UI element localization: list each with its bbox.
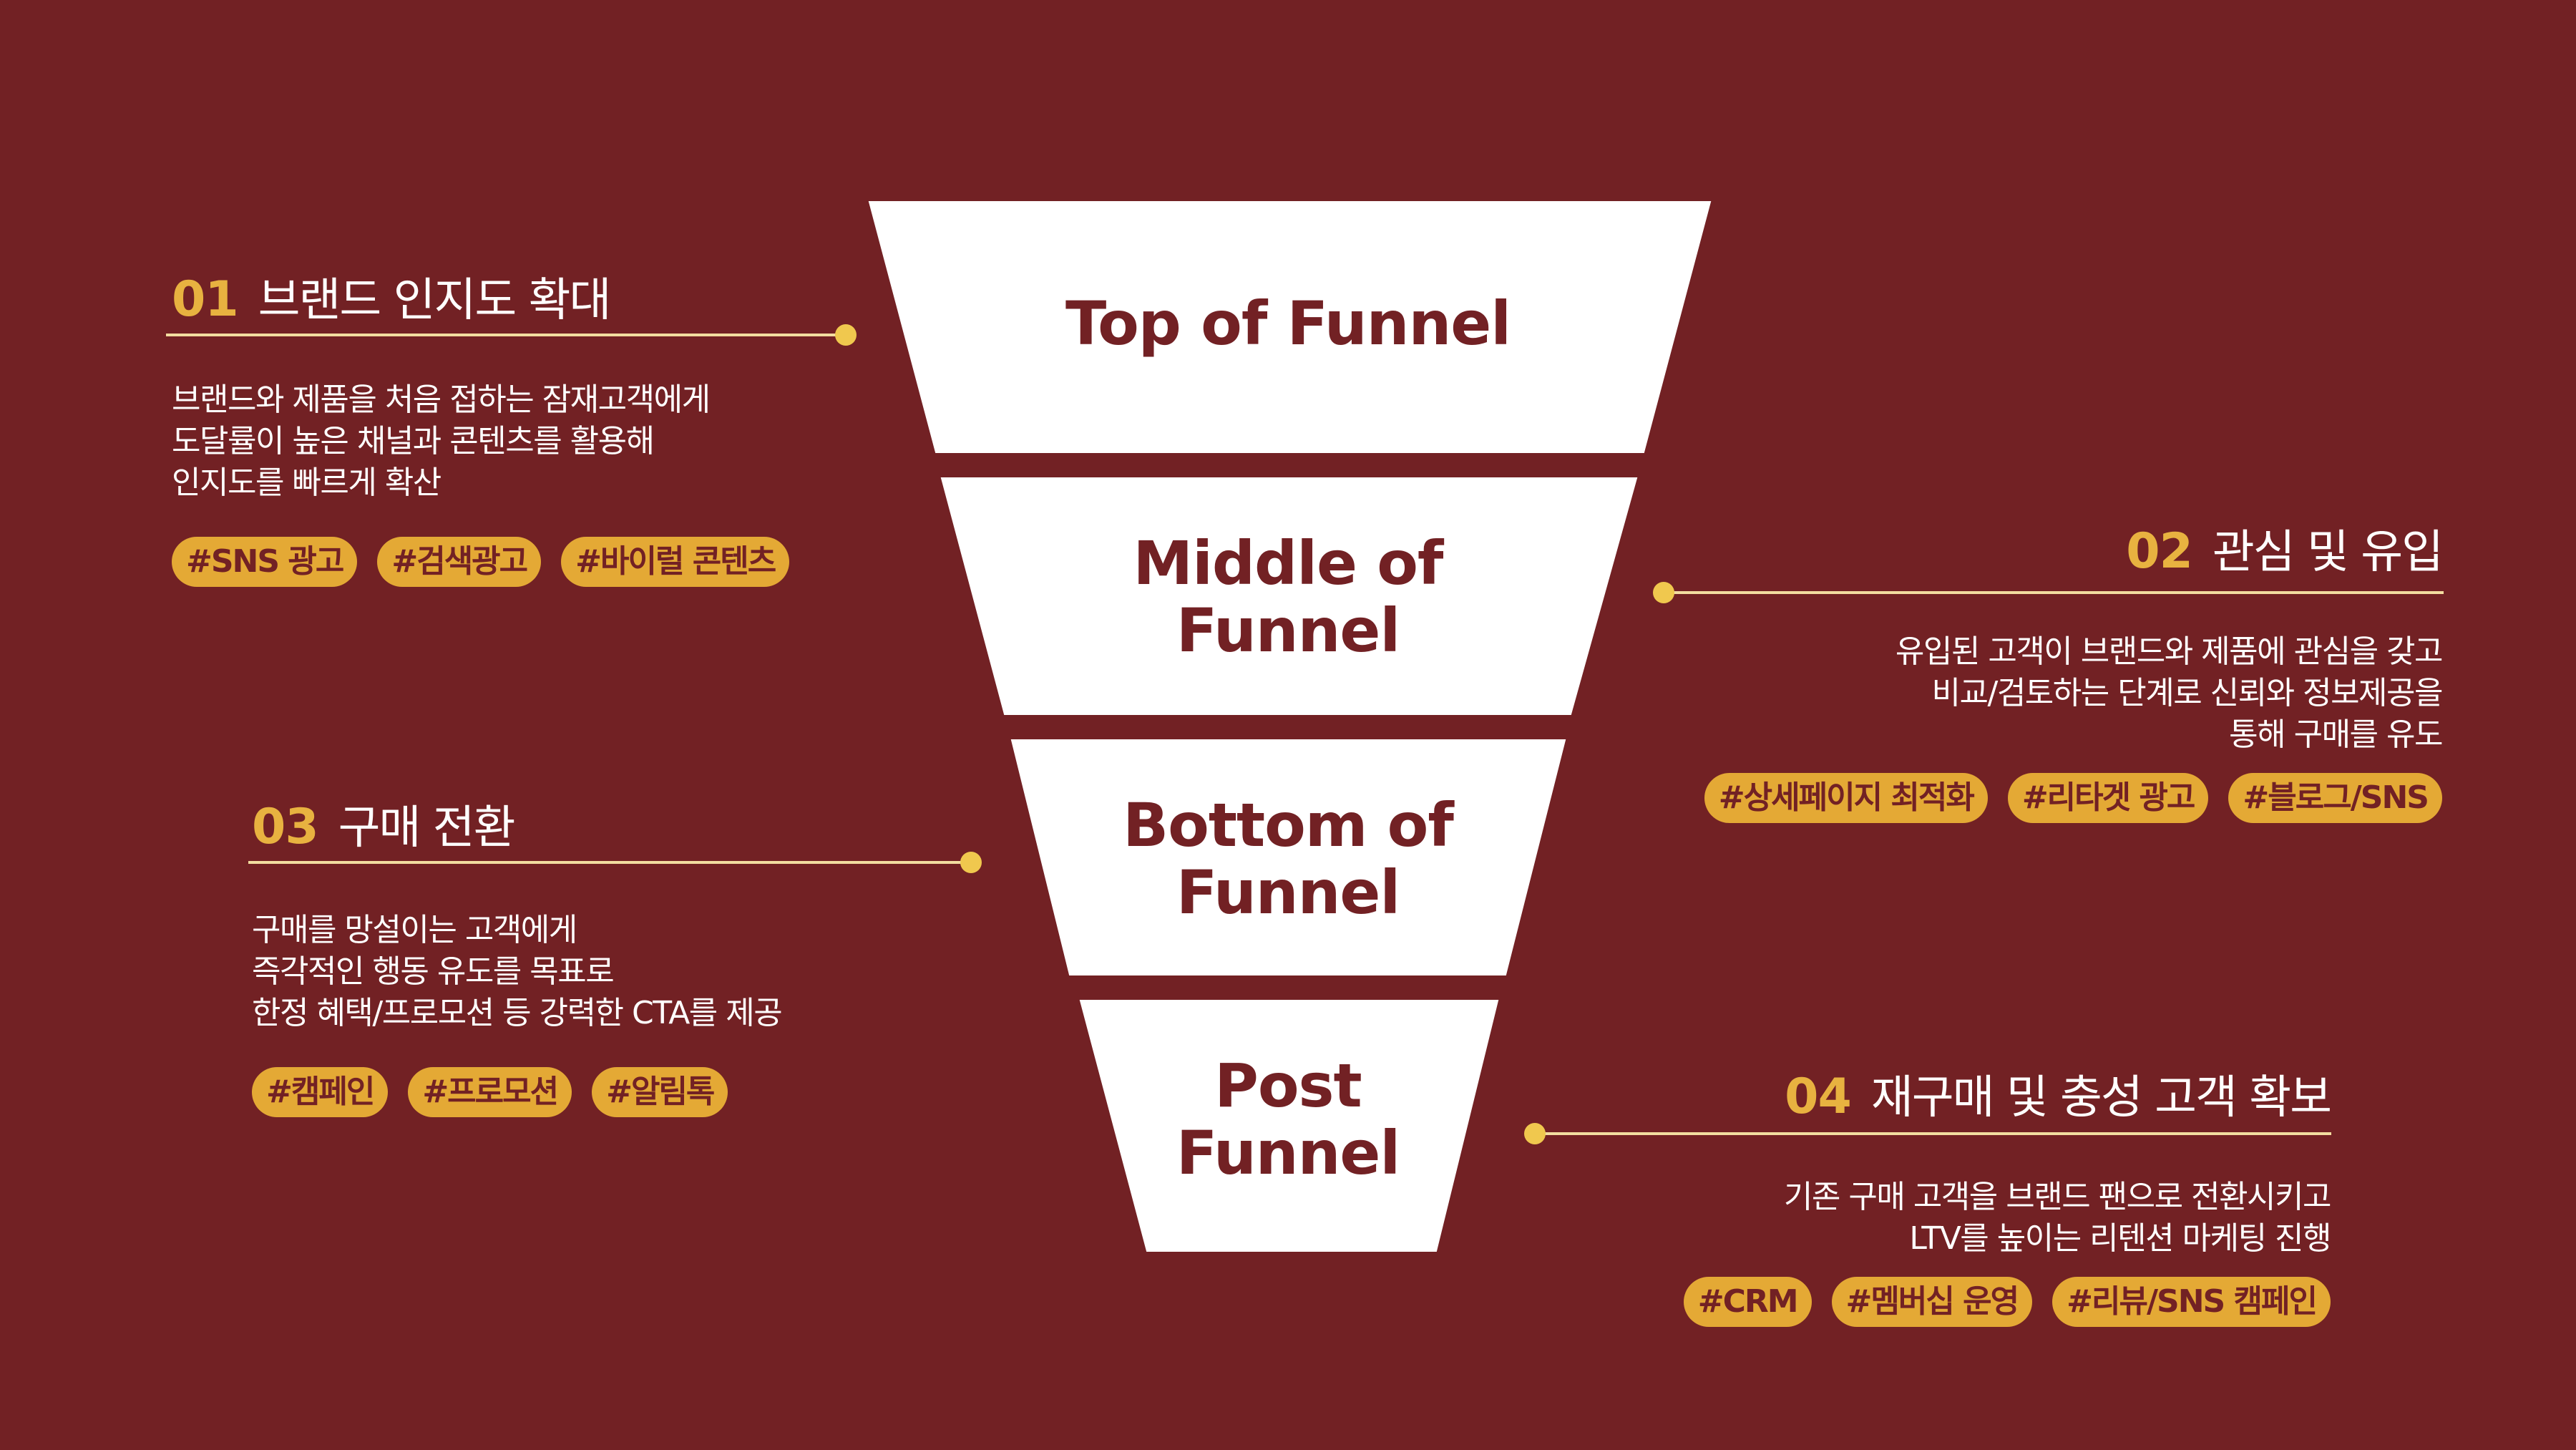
description-line: 도달률이 높은 채널과 콘텐츠를 활용해 xyxy=(172,423,655,459)
description-line: 한정 혜택/프로모션 등 강력한 CTA를 제공 xyxy=(252,995,783,1031)
funnel-stage-top-label: Top of Funnel xyxy=(1065,288,1511,359)
connector-line xyxy=(1544,1132,2331,1135)
tag-badge: #SNS 광고 xyxy=(172,537,358,587)
connector-dot xyxy=(960,852,982,873)
section-heading: 01 브랜드 인지도 확대 xyxy=(172,263,789,329)
tag-badge: #알림톡 xyxy=(592,1067,728,1117)
section-description: 구매를 망설이는 고객에게 즉각적인 행동 유도를 목표로 한정 혜택/프로모션… xyxy=(252,910,783,1034)
description-line: 즉각적인 행동 유도를 목표로 xyxy=(252,953,615,990)
section-title: 재구매 및 충성 고객 확보 xyxy=(1870,1071,2332,1124)
description-line: 비교/검토하는 단계로 신뢰와 정보제공을 xyxy=(1931,675,2444,711)
section-number: 02 xyxy=(2126,523,2193,580)
funnel-stage-top xyxy=(868,201,1712,453)
section-description: 브랜드와 제품을 처음 접하는 잠재고객에게 도달률이 높은 채널과 콘텐츠를 … xyxy=(172,379,789,504)
tag-list: #상세페이지 최적화 #리타겟 광고 #블로그/SNS xyxy=(1704,773,2442,823)
funnel-stage-bottom xyxy=(1010,739,1566,975)
section-number: 04 xyxy=(1785,1069,1852,1125)
tag-list: #CRM #멤버십 운영 #리뷰/SNS 캠페인 xyxy=(1683,1277,2331,1327)
connector-dot xyxy=(1653,582,1674,603)
tag-badge: #바이럴 콘텐츠 xyxy=(561,537,790,587)
section-heading: 04 재구매 및 충성 고객 확보 xyxy=(1684,1061,2332,1127)
tag-badge: #리뷰/SNS 캠페인 xyxy=(2052,1277,2331,1327)
tag-list: #캠페인 #프로모션 #알림톡 xyxy=(252,1067,781,1117)
section-title: 브랜드 인지도 확대 xyxy=(258,274,612,327)
section-number: 03 xyxy=(252,799,319,855)
description-line: 인지도를 빠르게 확산 xyxy=(172,464,441,501)
funnel-stage-post xyxy=(1079,1000,1499,1252)
funnel-stage-post-label: Post Funnel xyxy=(1176,1051,1400,1188)
funnel-stage-bottom-label: Bottom of Funnel xyxy=(1123,790,1454,928)
section-number: 01 xyxy=(172,271,239,328)
tag-badge: #멤버십 운영 xyxy=(1831,1277,2033,1327)
tag-list: #SNS 광고 #검색광고 #바이럴 콘텐츠 xyxy=(172,537,790,587)
section-title: 관심 및 유입 xyxy=(2212,526,2444,579)
description-line: 기존 구매 고객을 브랜드 팬으로 전환시키고 xyxy=(1783,1179,2332,1215)
section-retention-loyalty: 04 재구매 및 충성 고객 확보 기존 구매 고객을 브랜드 팬으로 전환시키… xyxy=(1683,1061,2332,1327)
connector-dot xyxy=(1524,1123,1546,1144)
connector-line xyxy=(1664,591,2444,594)
section-brand-awareness: 01 브랜드 인지도 확대 브랜드와 제품을 처음 접하는 잠재고객에게 도달률… xyxy=(172,263,790,587)
tag-badge: #블로그/SNS xyxy=(2228,773,2442,823)
tag-badge: #CRM xyxy=(1683,1277,1812,1327)
section-interest-inflow: 02 관심 및 유입 유입된 고객이 브랜드와 제품에 관심을 갖고 비교/검토… xyxy=(1704,515,2444,823)
funnel-stage-middle-label: Middle of Funnel xyxy=(1133,528,1444,666)
connector-line xyxy=(166,334,846,336)
section-title: 구매 전환 xyxy=(338,802,516,855)
section-description: 유입된 고객이 브랜드와 제품에 관심을 갖고 비교/검토하는 단계로 신뢰와 … xyxy=(1704,631,2444,756)
section-heading: 02 관심 및 유입 xyxy=(1704,515,2444,581)
section-purchase-conversion: 03 구매 전환 구매를 망설이는 고객에게 즉각적인 행동 유도를 목표로 한… xyxy=(252,791,783,1117)
description-line: 통해 구매를 유도 xyxy=(2229,716,2443,753)
section-heading: 03 구매 전환 xyxy=(252,791,781,857)
section-description: 기존 구매 고객을 브랜드 팬으로 전환시키고 LTV를 높이는 리텐션 마케팅… xyxy=(1684,1177,2332,1260)
tag-badge: #검색광고 xyxy=(377,537,542,587)
description-line: 구매를 망설이는 고객에게 xyxy=(252,912,577,948)
tag-badge: #캠페인 xyxy=(252,1067,389,1117)
funnel-stage-middle xyxy=(940,477,1638,715)
tag-badge: #프로모션 xyxy=(408,1067,572,1117)
connector-line xyxy=(248,861,971,864)
description-line: LTV를 높이는 리텐션 마케팅 진행 xyxy=(1909,1220,2331,1257)
tag-badge: #상세페이지 최적화 xyxy=(1704,773,1988,823)
connector-dot xyxy=(835,324,857,346)
description-line: 브랜드와 제품을 처음 접하는 잠재고객에게 xyxy=(172,381,711,418)
description-line: 유입된 고객이 브랜드와 제품에 관심을 갖고 xyxy=(1895,633,2444,670)
tag-badge: #리타겟 광고 xyxy=(2007,773,2209,823)
